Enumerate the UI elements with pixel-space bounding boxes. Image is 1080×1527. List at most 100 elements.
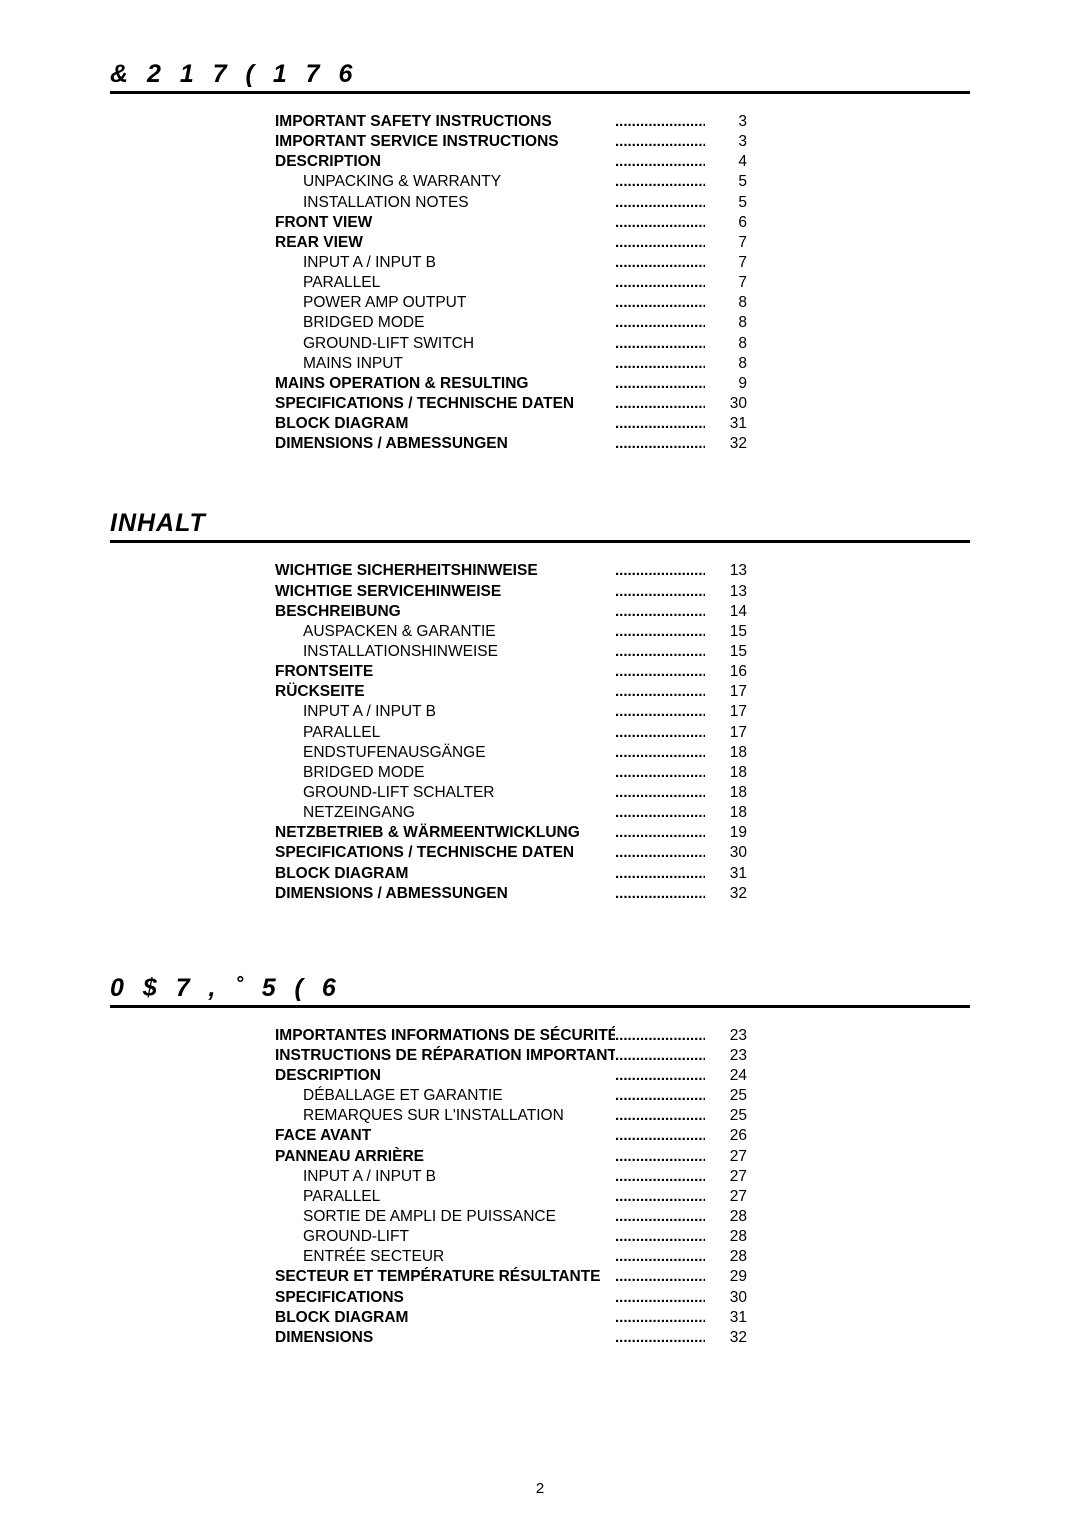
toc-block-german: WICHTIGE SICHERHEITSHINWEISE............… <box>275 561 970 903</box>
toc-row: GROUND-LIFT SCHALTER....................… <box>275 783 970 803</box>
toc-page: 5 <box>705 172 747 192</box>
toc-page: 24 <box>705 1066 747 1086</box>
toc-dots: ....................... <box>615 1066 705 1086</box>
toc-dots: ....................... <box>615 213 705 233</box>
toc-row: INSTRUCTIONS DE RÉPARATION IMPORTANTES..… <box>275 1046 970 1066</box>
toc-label: MAINS INPUT <box>275 354 615 374</box>
toc-label: DÉBALLAGE ET GARANTIE <box>275 1086 615 1106</box>
toc-label: SPECIFICATIONS / TECHNISCHE DATEN <box>275 394 615 414</box>
toc-dots: ....................... <box>615 1026 705 1046</box>
toc-page: 31 <box>705 1308 747 1328</box>
toc-page: 7 <box>705 233 747 253</box>
toc-page: 32 <box>705 1328 747 1348</box>
toc-label: GROUND-LIFT <box>275 1227 615 1247</box>
toc-row: IMPORTANTES INFORMATIONS DE SÉCURITÉ....… <box>275 1026 970 1046</box>
toc-label: BLOCK DIAGRAM <box>275 1308 615 1328</box>
toc-dots: ....................... <box>615 394 705 414</box>
toc-page: 17 <box>705 702 747 722</box>
toc-dots: ....................... <box>615 434 705 454</box>
toc-row: PARALLEL.......................27 <box>275 1187 970 1207</box>
toc-page: 8 <box>705 354 747 374</box>
toc-page: 8 <box>705 313 747 333</box>
toc-row: DIMENSIONS.......................32 <box>275 1328 970 1348</box>
toc-page: 3 <box>705 112 747 132</box>
toc-page: 16 <box>705 662 747 682</box>
toc-label: DIMENSIONS <box>275 1328 615 1348</box>
toc-label: PARALLEL <box>275 1187 615 1207</box>
toc-row: NETZEINGANG.......................18 <box>275 803 970 823</box>
toc-dots: ....................... <box>615 1328 705 1348</box>
toc-dots: ....................... <box>615 1308 705 1328</box>
toc-label: ENTRÉE SECTEUR <box>275 1247 615 1267</box>
toc-row: REMARQUES SUR L'INSTALLATION............… <box>275 1106 970 1126</box>
toc-row: BRIDGED MODE.......................8 <box>275 313 970 333</box>
toc-dots: ....................... <box>615 152 705 172</box>
toc-label: FRONT VIEW <box>275 213 615 233</box>
toc-label: PARALLEL <box>275 273 615 293</box>
toc-dots: ....................... <box>615 313 705 333</box>
toc-label: FACE AVANT <box>275 1126 615 1146</box>
toc-dots: ....................... <box>615 374 705 394</box>
toc-dots: ....................... <box>615 1207 705 1227</box>
toc-dots: ....................... <box>615 1106 705 1126</box>
toc-label: WICHTIGE SERVICEHINWEISE <box>275 582 615 602</box>
toc-label: INPUT A / INPUT B <box>275 1167 615 1187</box>
toc-dots: ....................... <box>615 1227 705 1247</box>
toc-label: NETZEINGANG <box>275 803 615 823</box>
section-heading-inhalt: INHALT <box>110 509 970 543</box>
toc-row: DÉBALLAGE ET GARANTIE...................… <box>275 1086 970 1106</box>
toc-row: WICHTIGE SICHERHEITSHINWEISE............… <box>275 561 970 581</box>
toc-label: FRONTSEITE <box>275 662 615 682</box>
toc-row: IMPORTANT SAFETY INSTRUCTIONS...........… <box>275 112 970 132</box>
toc-row: MAINS OPERATION & RESULTING.............… <box>275 374 970 394</box>
toc-page: 7 <box>705 273 747 293</box>
toc-row: FRONT VIEW.......................6 <box>275 213 970 233</box>
toc-page: 28 <box>705 1227 747 1247</box>
toc-row: FACE AVANT.......................26 <box>275 1126 970 1146</box>
toc-dots: ....................... <box>615 843 705 863</box>
toc-dots: ....................... <box>615 823 705 843</box>
toc-row: BRIDGED MODE.......................18 <box>275 763 970 783</box>
toc-dots: ....................... <box>615 1147 705 1167</box>
toc-row: DIMENSIONS / ABMESSUNGEN................… <box>275 884 970 904</box>
heading-text: INHALT <box>110 509 206 537</box>
toc-label: INSTALLATION NOTES <box>275 193 615 213</box>
toc-dots: ....................... <box>615 1267 705 1287</box>
toc-row: PANNEAU ARRIÈRE.......................27 <box>275 1147 970 1167</box>
toc-dots: ....................... <box>615 354 705 374</box>
toc-row: INSTALLATIONSHINWEISE...................… <box>275 642 970 662</box>
toc-row: FRONTSEITE.......................16 <box>275 662 970 682</box>
toc-dots: ....................... <box>615 723 705 743</box>
toc-page: 23 <box>705 1026 747 1046</box>
toc-label: PANNEAU ARRIÈRE <box>275 1147 615 1167</box>
toc-row: DIMENSIONS / ABMESSUNGEN................… <box>275 434 970 454</box>
toc-row: GROUND-LIFT.......................28 <box>275 1227 970 1247</box>
toc-label: INSTRUCTIONS DE RÉPARATION IMPORTANTES <box>275 1046 615 1066</box>
toc-row: SPECIFICATIONS / TECHNISCHE DATEN.......… <box>275 843 970 863</box>
toc-row: NETZBETRIEB & WÄRMEENTWICKLUNG..........… <box>275 823 970 843</box>
toc-page: 6 <box>705 213 747 233</box>
toc-row: GROUND-LIFT SWITCH......................… <box>275 334 970 354</box>
toc-row: PARALLEL.......................17 <box>275 723 970 743</box>
toc-row: BESCHREIBUNG.......................14 <box>275 602 970 622</box>
toc-dots: ....................... <box>615 1247 705 1267</box>
toc-row: POWER AMP OUTPUT.......................8 <box>275 293 970 313</box>
toc-row: SPECIFICATIONS / TECHNISCHE DATEN.......… <box>275 394 970 414</box>
toc-dots: ....................... <box>615 582 705 602</box>
page: & 2 1 7 ( 1 7 6 IMPORTANT SAFETY INSTRUC… <box>0 0 1080 1348</box>
toc-dots: ....................... <box>615 642 705 662</box>
toc-row: AUSPACKEN & GARANTIE....................… <box>275 622 970 642</box>
toc-dots: ....................... <box>615 253 705 273</box>
toc-label: REAR VIEW <box>275 233 615 253</box>
toc-label: RÜCKSEITE <box>275 682 615 702</box>
toc-row: BLOCK DIAGRAM.......................31 <box>275 1308 970 1328</box>
toc-dots: ....................... <box>615 884 705 904</box>
toc-page: 18 <box>705 803 747 823</box>
toc-row: RÜCKSEITE.......................17 <box>275 682 970 702</box>
toc-row: REAR VIEW.......................7 <box>275 233 970 253</box>
toc-row: INSTALLATION NOTES......................… <box>275 193 970 213</box>
toc-page: 27 <box>705 1187 747 1207</box>
toc-page: 31 <box>705 864 747 884</box>
toc-page: 17 <box>705 723 747 743</box>
toc-label: GROUND-LIFT SWITCH <box>275 334 615 354</box>
